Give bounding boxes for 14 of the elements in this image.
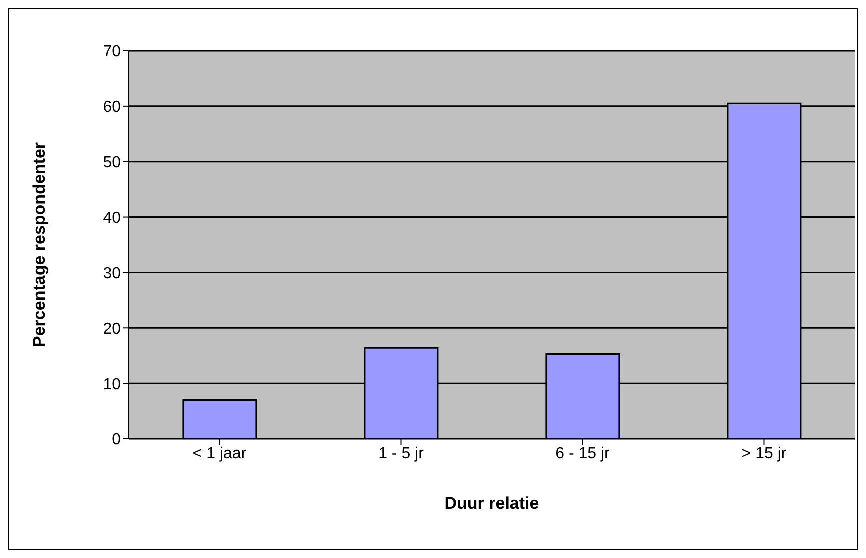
y-tick-label: 50	[103, 154, 122, 172]
x-tick-label: 1 - 5 jr	[378, 445, 425, 462]
y-tick-label: 70	[103, 44, 122, 61]
y-axis-title: Percentage respondenter	[30, 142, 50, 348]
x-axis-title: Duur relatie	[444, 494, 540, 513]
y-tick-label: 40	[103, 210, 122, 227]
x-tick-label: > 15 jr	[742, 445, 788, 462]
x-tick-label: < 1 jaar	[192, 445, 248, 462]
y-tick-label: 0	[112, 432, 122, 449]
y-tick-label: 60	[103, 99, 122, 116]
y-tick-label: 10	[103, 376, 122, 394]
x-tick-label: 6 - 15 jr	[556, 445, 611, 462]
y-tick-label: 30	[103, 265, 122, 282]
y-tick-label: 20	[103, 320, 122, 338]
